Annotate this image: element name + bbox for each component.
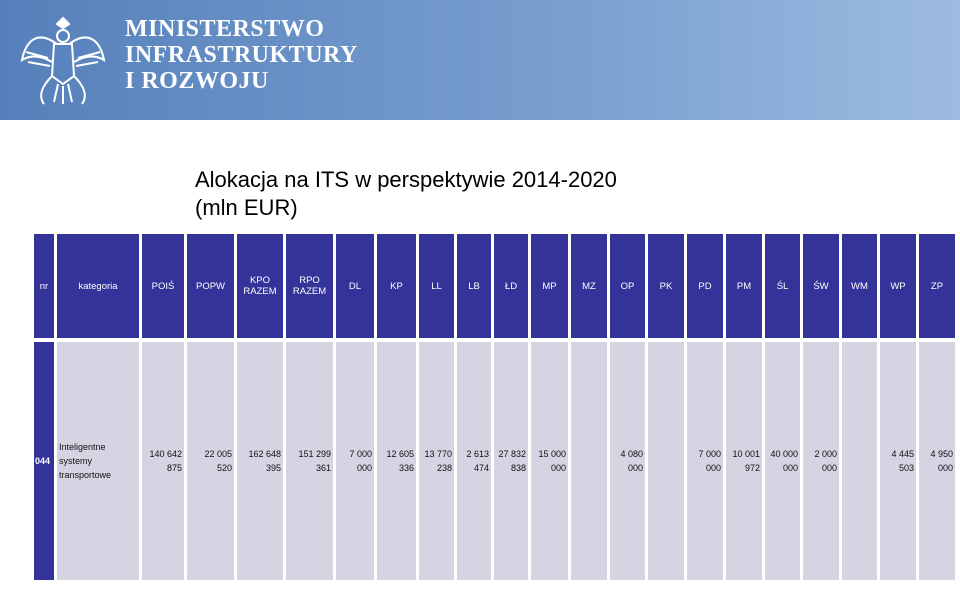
table-cell: 044 bbox=[34, 342, 54, 580]
column-header: KPO RAZEM bbox=[237, 234, 283, 338]
ministry-line: MINISTERSTWO bbox=[125, 16, 325, 42]
column-header: ŚL bbox=[765, 234, 800, 338]
table-cell: 10 001 972 bbox=[726, 342, 762, 580]
column-header: ŁD bbox=[494, 234, 528, 338]
column-header: OP bbox=[610, 234, 645, 338]
table-cell: 13 770 238 bbox=[419, 342, 454, 580]
column-header: KP bbox=[377, 234, 416, 338]
ministry-line: I ROZWOJU bbox=[125, 68, 269, 94]
column-header: kategoria bbox=[57, 234, 139, 338]
banner: MINISTERSTWO INFRASTRUKTURY I ROZWOJU bbox=[0, 0, 960, 120]
column-header: ZP bbox=[919, 234, 955, 338]
table-cell: 162 648 395 bbox=[237, 342, 283, 580]
table-cell: 151 299 361 bbox=[286, 342, 333, 580]
column-header: RPO RAZEM bbox=[286, 234, 333, 338]
table-cell: 40 000 000 bbox=[765, 342, 800, 580]
column-header: nr bbox=[34, 234, 54, 338]
table-cell: 27 832 838 bbox=[494, 342, 528, 580]
table-cell: 12 605 336 bbox=[377, 342, 416, 580]
column-header: MZ bbox=[571, 234, 607, 338]
table-cell: 2 613 474 bbox=[457, 342, 491, 580]
column-header: POPW bbox=[187, 234, 234, 338]
table-cell bbox=[571, 342, 607, 580]
table-cell: 7 000 000 bbox=[336, 342, 374, 580]
column-header: DL bbox=[336, 234, 374, 338]
table-cell: 7 000 000 bbox=[687, 342, 723, 580]
column-header: PM bbox=[726, 234, 762, 338]
column-header: MP bbox=[531, 234, 568, 338]
column-header: ŚW bbox=[803, 234, 839, 338]
title-line: Alokacja na ITS w perspektywie 2014-2020 bbox=[195, 167, 617, 192]
data-row: 044 Inteligentne systemy transportowe 140 … bbox=[34, 342, 955, 580]
column-header: PD bbox=[687, 234, 723, 338]
ministry-name: MINISTERSTWO INFRASTRUKTURY I ROZWOJU bbox=[125, 16, 358, 94]
table-cell: Inteligentne systemy transportowe bbox=[57, 342, 139, 580]
table-cell: 2 000 000 bbox=[803, 342, 839, 580]
column-header: WM bbox=[842, 234, 877, 338]
header-row: nr kategoria POIŚ POPW KPO RAZEM RPO RAZEM DL K… bbox=[34, 234, 955, 338]
table-cell: 22 005 520 bbox=[187, 342, 234, 580]
allocation-table: nr kategoria POIŚ POPW KPO RAZEM RPO RAZEM DL K… bbox=[31, 230, 958, 584]
column-header: WP bbox=[880, 234, 916, 338]
title-line: (mln EUR) bbox=[195, 195, 298, 220]
table-cell bbox=[842, 342, 877, 580]
table-cell: 4 445 503 bbox=[880, 342, 916, 580]
table-cell: 140 642 875 bbox=[142, 342, 184, 580]
eagle-logo bbox=[20, 16, 106, 105]
column-header: LB bbox=[457, 234, 491, 338]
ministry-line: INFRASTRUKTURY bbox=[125, 42, 358, 68]
column-header: POIŚ bbox=[142, 234, 184, 338]
column-header: LL bbox=[419, 234, 454, 338]
column-header: PK bbox=[648, 234, 684, 338]
table-cell: 4 080 000 bbox=[610, 342, 645, 580]
table-cell bbox=[648, 342, 684, 580]
table-cell: 15 000 000 bbox=[531, 342, 568, 580]
title: Alokacja na ITS w perspektywie 2014-2020… bbox=[195, 166, 617, 222]
table-cell: 4 950 000 bbox=[919, 342, 955, 580]
